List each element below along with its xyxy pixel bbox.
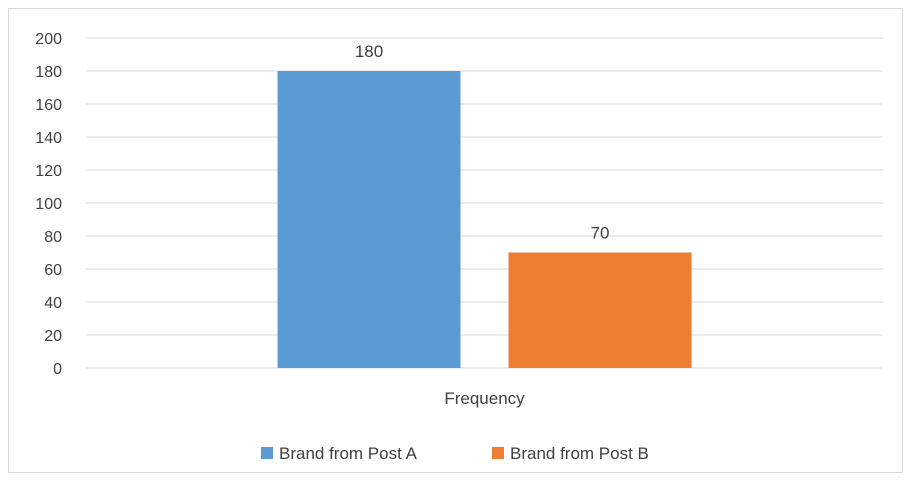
x-category-label: Frequency [444, 389, 525, 408]
data-label: 70 [591, 224, 610, 243]
y-tick-label: 0 [53, 361, 62, 378]
legend-label: Brand from Post A [279, 444, 418, 463]
bar-post-a [277, 71, 461, 368]
y-tick-label: 180 [35, 64, 62, 81]
legend-swatch [492, 447, 504, 459]
bar-chart: 0 20 40 60 80 100 120 140 160 180 200 180 70 Frequenc… [35, 31, 883, 463]
y-tick-label: 160 [35, 97, 62, 114]
bar-post-b [508, 252, 692, 368]
y-tick-label: 120 [35, 163, 62, 180]
y-tick-label: 100 [35, 196, 62, 213]
y-tick-label: 60 [44, 262, 62, 279]
legend-label: Brand from Post B [510, 444, 649, 463]
y-tick-label: 20 [44, 328, 62, 345]
data-label: 180 [355, 42, 383, 61]
y-tick-label: 200 [35, 31, 62, 48]
y-tick-label: 140 [35, 130, 62, 147]
y-tick-label: 80 [44, 229, 62, 246]
legend-swatch [261, 447, 273, 459]
chart-frame: 0 20 40 60 80 100 120 140 160 180 200 180 70 Frequenc… [8, 8, 903, 473]
y-tick-label: 40 [44, 295, 62, 312]
